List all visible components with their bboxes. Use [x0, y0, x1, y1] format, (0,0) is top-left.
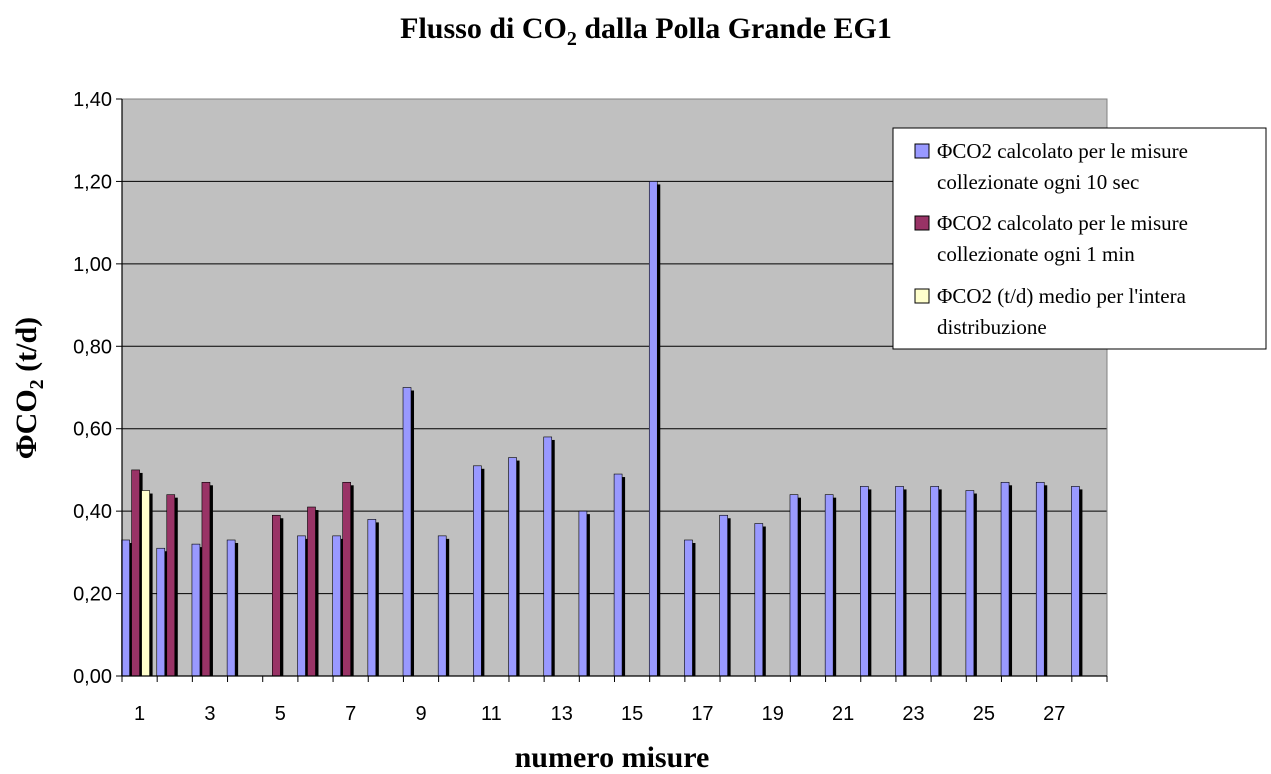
- x-tick-label: 13: [551, 703, 573, 725]
- bar-series-1-cat-11: [473, 465, 482, 677]
- bar-series-1-cat-13: [543, 436, 553, 677]
- legend-label-mean-line1: ΦCO2 (t/d) medio per l'intera: [937, 284, 1187, 308]
- x-axis-label: numero misure: [515, 741, 710, 774]
- bar-series-1-cat-12: [508, 457, 517, 677]
- legend-swatch-mean: [914, 288, 930, 304]
- x-tick-label: 15: [621, 703, 643, 725]
- x-tick-label: 9: [415, 703, 426, 725]
- bar-series-1-cat-17: [684, 539, 693, 677]
- bar-series-1-cat-3: [191, 543, 201, 677]
- y-tick-label: 0,60: [73, 419, 112, 441]
- x-tick-label: 3: [204, 703, 215, 725]
- bar-series-1-cat-20: [789, 494, 799, 677]
- x-tick-label: 1: [134, 703, 145, 725]
- legend-label-1min-line2: collezionate ogni 1 min: [937, 242, 1135, 266]
- x-tick-label: 23: [902, 703, 924, 725]
- bar-series-1-cat-24: [930, 486, 939, 677]
- bar-series-1-cat-9: [402, 387, 412, 677]
- y-tick-label: 0,20: [73, 584, 112, 606]
- bar-series-1-cat-1: [121, 539, 130, 677]
- y-tick-label: 1,20: [73, 171, 112, 193]
- bar-series-1-cat-28: [1071, 486, 1080, 677]
- bar-series-1-cat-25: [965, 490, 975, 677]
- x-tick-label: 25: [973, 703, 995, 725]
- bar-series-1-cat-2: [156, 547, 166, 677]
- bar-series-1-cat-21: [824, 494, 834, 677]
- y-tick-label: 0,40: [73, 501, 112, 523]
- bar-series-1-cat-16: [648, 181, 658, 677]
- y-axis-ticks: 0,00 0,20 0,40 0,60 0,80 1,00 1,20 1,40: [73, 89, 122, 688]
- bar-series-1-cat-26: [1000, 481, 1010, 677]
- legend-box: [892, 127, 1267, 350]
- bar-series-2-cat-1: [131, 469, 140, 677]
- y-tick-label: 0,00: [73, 666, 112, 688]
- bar-series-1-cat-10: [437, 535, 447, 677]
- x-axis-ticks: 1 3 5 7 9 11 13 15 17 19 21 23 25 27: [121, 676, 1108, 725]
- x-tick-label: 17: [691, 703, 713, 725]
- bar-series-1-cat-6: [297, 535, 306, 677]
- bar-series-3-cat-1: [141, 490, 150, 677]
- y-axis-label: ΦCO2 (t/d): [10, 317, 48, 459]
- x-tick-label: 19: [762, 703, 784, 725]
- bar-series-2-cat-6: [307, 506, 316, 677]
- legend-swatch-10sec: [914, 143, 930, 159]
- x-tick-label: 5: [275, 703, 286, 725]
- bar-series-1-cat-23: [895, 486, 904, 677]
- x-tick-label: 7: [345, 703, 356, 725]
- bar-series-2-cat-7: [342, 481, 351, 677]
- bar-series-2-cat-3: [201, 481, 211, 677]
- bar-series-1-cat-27: [1035, 481, 1045, 677]
- x-tick-label: 11: [481, 703, 502, 725]
- chart-title: Flusso di CO2 dalla Polla Grande EG1: [400, 12, 892, 50]
- bar-series-1-cat-7: [332, 535, 341, 677]
- y-tick-label: 1,40: [73, 89, 112, 111]
- y-tick-label: 1,00: [73, 254, 112, 276]
- legend: ΦCO2 calcolato per le misure collezionat…: [892, 127, 1267, 350]
- bar-series-1-cat-22: [860, 486, 869, 677]
- bar-series-1-cat-15: [613, 473, 623, 677]
- legend-label-10sec-line1: ΦCO2 calcolato per le misure: [937, 139, 1188, 163]
- bar-series-1-cat-14: [578, 510, 588, 677]
- bar-series-1-cat-19: [754, 523, 764, 677]
- legend-label-1min-line1: ΦCO2 calcolato per le misure: [937, 211, 1188, 235]
- bar-series-2-cat-5: [272, 514, 281, 677]
- legend-label-10sec-line2: collezionate ogni 10 sec: [937, 170, 1139, 194]
- bar-series-1-cat-8: [367, 519, 377, 677]
- bar-series-1-cat-4: [226, 539, 236, 677]
- legend-label-mean-line2: distribuzione: [937, 315, 1047, 339]
- x-tick-label: 27: [1043, 703, 1065, 725]
- bar-series-1-cat-18: [719, 514, 728, 677]
- x-tick-label: 21: [832, 703, 854, 725]
- bar-series-2-cat-2: [166, 494, 176, 677]
- y-tick-label: 0,80: [73, 336, 112, 358]
- legend-swatch-1min: [914, 215, 930, 231]
